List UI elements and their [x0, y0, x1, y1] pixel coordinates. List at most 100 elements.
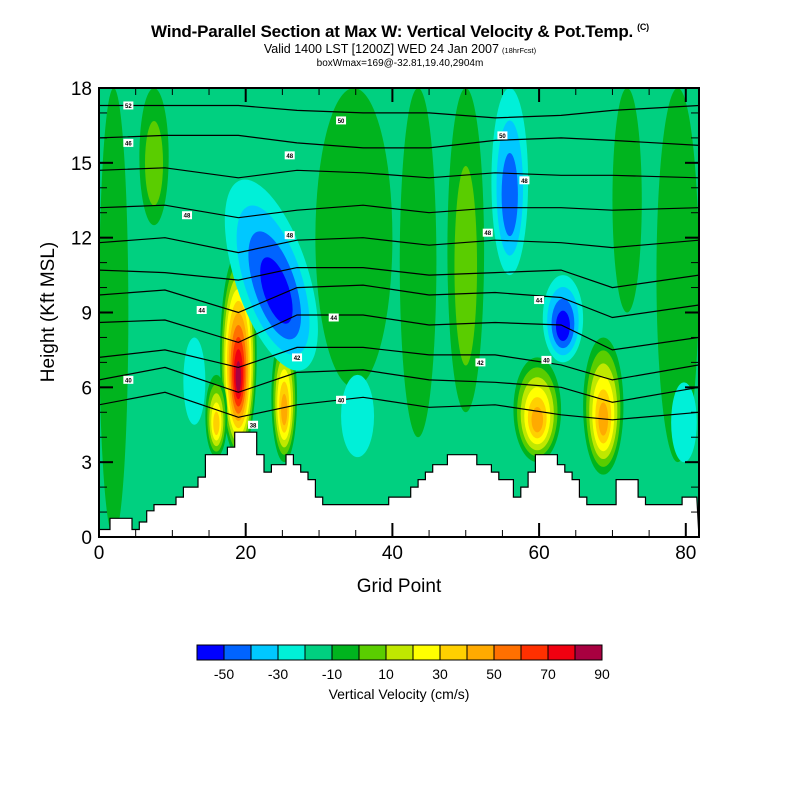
- chart-subtitle: Valid 1400 LST [1200Z] WED 24 Jan 2007 (1…: [0, 42, 800, 56]
- y-tick-label: 15: [71, 154, 92, 175]
- contour-label: 40: [336, 395, 347, 404]
- colorbar-box: [304, 644, 333, 661]
- contour-label-text: 42: [477, 361, 484, 367]
- contour-label: 44: [328, 313, 339, 322]
- field-level-6: [144, 120, 164, 206]
- updraft-gp60: [513, 357, 562, 463]
- contour-label: 50: [336, 116, 347, 125]
- colorbar-box: [277, 644, 306, 661]
- y-tick-label: 9: [81, 304, 92, 325]
- contour-label-text: 40: [543, 358, 550, 364]
- theta-contour-43: [99, 346, 699, 381]
- theta-contour-44: [99, 314, 699, 351]
- contour-label-bg: [328, 313, 339, 322]
- contour-label-text: 44: [198, 309, 205, 315]
- contour-label: 42: [475, 358, 486, 367]
- colorbar-tick-label: -10: [322, 666, 342, 682]
- x-tick-label: 20: [235, 543, 256, 564]
- colorbar-tick-label: 90: [594, 666, 610, 682]
- contour-label: 44: [534, 296, 545, 305]
- green-band-gp7: [139, 88, 169, 226]
- y-tick-label: 0: [81, 528, 92, 549]
- contour-label: 52: [123, 101, 134, 110]
- contour-label-text: 50: [338, 119, 345, 125]
- chart-title: Wind-Parallel Section at Max W: Vertical…: [0, 22, 800, 42]
- y-tick-label: 6: [81, 378, 92, 399]
- theta-contour-47: [99, 237, 699, 254]
- contour-label-text: 52: [125, 104, 132, 110]
- green-band-gp2: [99, 88, 129, 537]
- contour-label-text: 44: [330, 316, 337, 322]
- x-tick-label: 80: [675, 543, 696, 564]
- field-level-3: [341, 374, 375, 458]
- colorbar-tick-label: 50: [486, 666, 502, 682]
- contour-label-text: 50: [499, 134, 506, 140]
- field-level-1: [501, 152, 518, 237]
- box-wmax-line: boxWmax=169@-32.81,19.40,2904m: [316, 58, 484, 69]
- colorbar-box: [439, 644, 468, 661]
- contour-label-text: 40: [125, 378, 132, 384]
- field-level-14: [235, 361, 242, 393]
- contour-label-bg: [475, 358, 486, 367]
- colorbar-box: [412, 644, 441, 661]
- contour-label: 48: [284, 231, 295, 240]
- field-level-9: [213, 411, 220, 436]
- chart-title-text: Wind-Parallel Section at Max W: Vertical…: [151, 22, 634, 41]
- field-level-10: [531, 407, 544, 433]
- contour-label: 42: [292, 353, 303, 362]
- velocity-field: [99, 88, 699, 537]
- contour-label: 48: [482, 228, 493, 237]
- terrain-profile: [99, 431, 699, 537]
- field-level-3: [183, 337, 206, 425]
- contour-label: 46: [123, 138, 134, 147]
- contour-label-bg: [497, 131, 508, 140]
- theta-contour-42: [99, 366, 699, 403]
- contour-label-text: 48: [521, 179, 528, 185]
- green-band-gp52: [447, 88, 485, 413]
- contour-label: 48: [284, 151, 295, 160]
- theta-contour-48: [99, 204, 699, 219]
- contour-label-text: 42: [294, 356, 301, 362]
- colorbar: -50 -30 -10 10 30 50 70 90: [196, 644, 610, 682]
- contour-label-text: 48: [184, 214, 191, 220]
- green-band-gp43: [399, 88, 437, 438]
- y-tick-label: 12: [71, 229, 92, 250]
- contour-label-bg: [534, 296, 545, 305]
- colorbar-box: [574, 644, 603, 661]
- contour-labels: 52 50 50 46 48 48 48 48 48 44 44 44 42 42 40 40 40 38: [123, 101, 552, 429]
- field-level-5: [656, 88, 699, 463]
- contour-label-bg: [248, 420, 259, 429]
- field-level-10: [281, 393, 288, 426]
- contour-label-bg: [284, 231, 295, 240]
- colorbar-box: [385, 644, 414, 661]
- field-level-5: [399, 88, 437, 438]
- contour-label-text: 48: [484, 231, 491, 237]
- theta-contour-50: [99, 134, 699, 149]
- green-band-gp71: [612, 88, 642, 313]
- field-level-3: [671, 382, 697, 463]
- contour-label-bg: [123, 375, 134, 384]
- updraft-gp16: [205, 374, 228, 458]
- y-tick-label: 3: [81, 453, 92, 474]
- contour-label-bg: [541, 355, 552, 364]
- colorbar-box: [250, 644, 279, 661]
- theta-contour-41: [99, 391, 699, 421]
- updraft-gp69: [583, 337, 624, 475]
- y-tick-label: 18: [71, 79, 92, 100]
- contour-label-bg: [123, 101, 134, 110]
- colorbar-box: [196, 644, 225, 661]
- theta-contour-49: [99, 167, 699, 179]
- contour-label-text: 44: [536, 299, 543, 305]
- contour-label-text: 46: [125, 141, 132, 147]
- colorbar-box: [520, 644, 549, 661]
- field-level-6: [454, 165, 478, 366]
- contour-label-text: 48: [286, 154, 293, 160]
- contour-label-bg: [336, 395, 347, 404]
- contour-label-text: 38: [250, 423, 257, 429]
- contour-label-bg: [519, 176, 530, 185]
- copyright-mark: (C): [637, 22, 649, 32]
- colorbar-box: [547, 644, 576, 661]
- field-level-5: [612, 88, 642, 313]
- colorbar-tick-label: -50: [214, 666, 234, 682]
